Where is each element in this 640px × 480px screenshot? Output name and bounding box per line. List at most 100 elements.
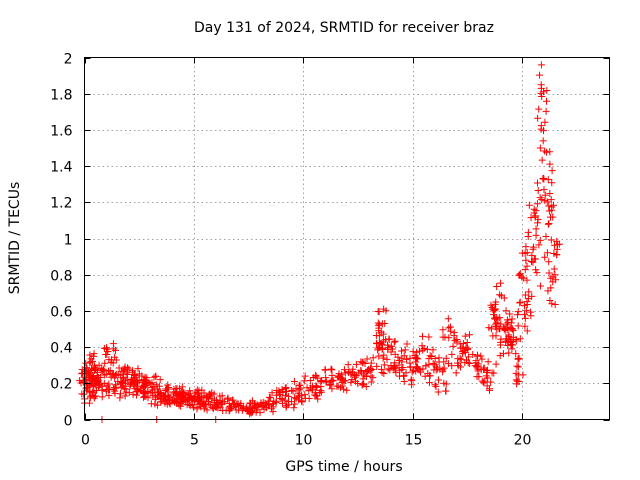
data-point bbox=[536, 282, 544, 290]
data-point bbox=[144, 394, 152, 402]
data-point bbox=[439, 366, 447, 374]
data-point bbox=[389, 364, 397, 372]
data-point bbox=[413, 348, 421, 356]
data-point bbox=[122, 369, 130, 377]
data-point bbox=[101, 359, 109, 367]
data-point bbox=[543, 198, 551, 206]
data-point bbox=[529, 258, 537, 266]
data-point bbox=[413, 355, 421, 363]
data-point bbox=[290, 404, 298, 412]
data-point bbox=[509, 327, 517, 335]
data-point bbox=[375, 332, 383, 340]
data-point bbox=[129, 374, 137, 382]
data-point bbox=[172, 388, 180, 396]
data-point bbox=[250, 404, 258, 412]
data-point bbox=[542, 107, 550, 115]
data-point bbox=[527, 312, 535, 320]
data-point bbox=[448, 350, 456, 358]
data-point bbox=[129, 390, 137, 398]
data-point bbox=[509, 341, 517, 349]
data-point bbox=[529, 245, 537, 253]
data-point bbox=[122, 388, 130, 396]
data-point bbox=[419, 346, 427, 354]
data-point bbox=[291, 394, 299, 402]
data-point bbox=[516, 298, 524, 306]
x-tick-label: 0 bbox=[81, 433, 90, 449]
data-point bbox=[116, 390, 124, 398]
data-point bbox=[453, 338, 461, 346]
data-point bbox=[489, 332, 497, 340]
data-point bbox=[401, 346, 409, 354]
data-point bbox=[541, 118, 549, 126]
data-point bbox=[140, 390, 148, 398]
data-point bbox=[534, 186, 542, 194]
data-point bbox=[530, 209, 538, 217]
data-point bbox=[317, 388, 325, 396]
data-point bbox=[492, 360, 500, 368]
data-point bbox=[288, 386, 296, 394]
data-point bbox=[381, 320, 389, 328]
data-point bbox=[493, 319, 501, 327]
data-point bbox=[506, 310, 514, 318]
data-point bbox=[134, 365, 142, 373]
data-point bbox=[115, 364, 123, 372]
plot-frame bbox=[84, 57, 610, 420]
data-point bbox=[335, 372, 343, 380]
data-point bbox=[422, 362, 430, 370]
data-point bbox=[124, 364, 132, 372]
data-point bbox=[336, 384, 344, 392]
data-point bbox=[343, 386, 351, 394]
data-point bbox=[119, 373, 127, 381]
data-point bbox=[152, 372, 160, 380]
data-point bbox=[206, 390, 214, 398]
data-point bbox=[523, 276, 531, 284]
data-point bbox=[318, 376, 326, 384]
data-point bbox=[243, 403, 251, 411]
data-point bbox=[391, 350, 399, 358]
data-point bbox=[379, 344, 387, 352]
data-point bbox=[537, 61, 545, 69]
data-point bbox=[483, 367, 491, 375]
data-point bbox=[203, 406, 211, 414]
data-point bbox=[481, 377, 489, 385]
data-point bbox=[205, 401, 213, 409]
data-point bbox=[352, 371, 360, 379]
data-point bbox=[428, 353, 436, 361]
data-point bbox=[328, 376, 336, 384]
data-point bbox=[328, 385, 336, 393]
data-point bbox=[105, 367, 113, 375]
data-point bbox=[496, 291, 504, 299]
data-point bbox=[176, 391, 184, 399]
y-tick-label: 2 bbox=[64, 52, 73, 68]
data-point bbox=[157, 389, 165, 397]
data-point bbox=[300, 377, 308, 385]
data-point bbox=[357, 367, 365, 375]
data-point bbox=[436, 365, 444, 373]
data-point bbox=[434, 388, 442, 396]
data-point bbox=[98, 393, 106, 401]
data-point bbox=[548, 167, 556, 175]
data-point bbox=[412, 358, 420, 366]
data-point bbox=[540, 127, 548, 135]
data-point bbox=[284, 392, 292, 400]
data-point bbox=[536, 71, 544, 79]
data-point bbox=[516, 335, 524, 343]
data-point bbox=[554, 241, 562, 249]
data-point bbox=[147, 389, 155, 397]
data-point bbox=[544, 176, 552, 184]
data-point bbox=[521, 314, 529, 322]
data-point bbox=[292, 385, 300, 393]
data-point bbox=[504, 318, 512, 326]
data-point bbox=[408, 377, 416, 385]
data-point bbox=[502, 307, 510, 315]
data-point bbox=[409, 348, 417, 356]
data-point bbox=[546, 148, 554, 156]
data-point bbox=[513, 377, 521, 385]
data-point bbox=[86, 388, 94, 396]
y-tick-label: 0.4 bbox=[50, 341, 72, 357]
data-point bbox=[349, 365, 357, 373]
data-point bbox=[208, 389, 216, 397]
data-point bbox=[538, 196, 546, 204]
data-point bbox=[501, 325, 509, 333]
data-point bbox=[266, 394, 274, 402]
